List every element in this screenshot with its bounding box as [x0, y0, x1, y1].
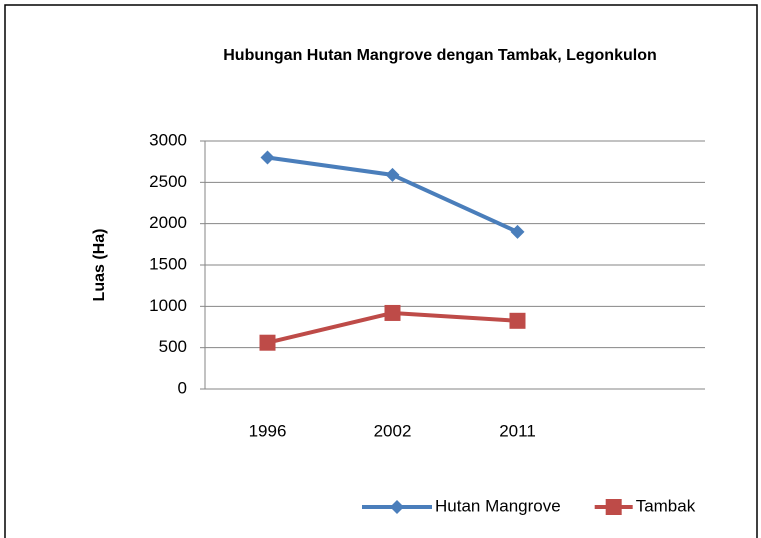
chart-title: Hubungan Hutan Mangrove dengan Tambak, L…	[223, 47, 657, 64]
y-tick-label: 2000	[149, 213, 187, 232]
data-point	[510, 224, 525, 239]
data-point	[260, 150, 275, 165]
x-tick-label: 2002	[374, 421, 412, 440]
legend-label: Hutan Mangrove	[435, 496, 561, 515]
y-tick-label: 3000	[149, 130, 187, 149]
legend-marker	[605, 499, 622, 515]
data-point	[509, 312, 526, 329]
y-axis-title: Luas (Ha)	[91, 229, 108, 302]
x-tick-label: 2011	[499, 421, 536, 440]
data-point	[384, 304, 401, 321]
y-tick-label: 0	[178, 378, 187, 397]
legend-label: Tambak	[636, 496, 696, 515]
data-point	[259, 334, 276, 351]
y-tick-label: 2500	[149, 172, 187, 191]
y-tick-label: 500	[159, 337, 187, 356]
x-tick-label: 1996	[249, 421, 287, 440]
chart-frame	[4, 4, 758, 538]
y-tick-label: 1500	[149, 254, 187, 273]
y-tick-label: 1000	[149, 296, 187, 315]
legend-marker	[390, 500, 404, 514]
data-point	[385, 167, 400, 182]
